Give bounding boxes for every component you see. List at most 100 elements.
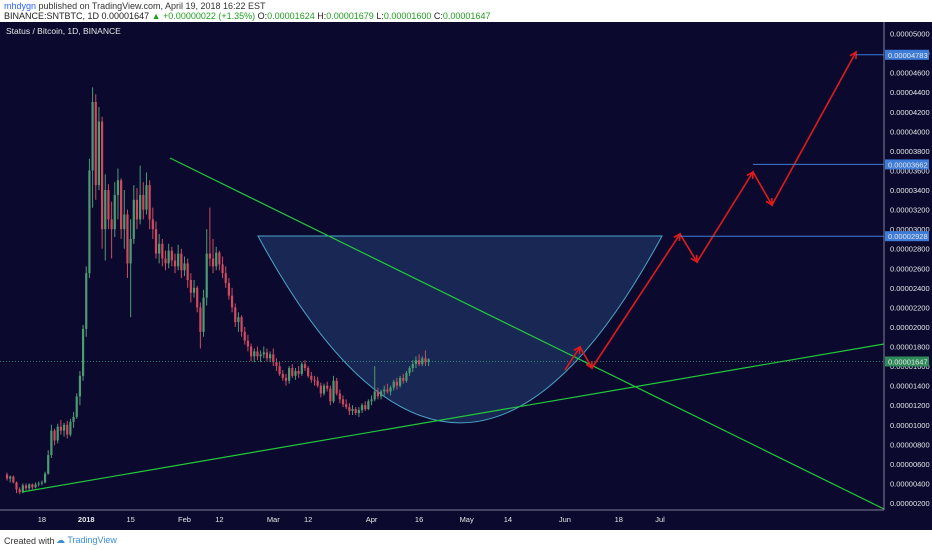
candle-body <box>300 364 303 374</box>
candle-body <box>177 253 180 267</box>
candle-body <box>145 185 148 210</box>
candle-body <box>269 354 272 359</box>
price-chart[interactable]: 0.000050000.000048000.000046000.00004400… <box>0 22 932 530</box>
candle-body <box>354 409 357 414</box>
price-tick-label: 0.00000400 <box>890 479 930 488</box>
author-link[interactable]: mhdygn <box>4 1 37 11</box>
cup-shape <box>257 235 663 424</box>
descending-trendline <box>169 157 885 510</box>
candle-body <box>186 263 189 281</box>
level-price-tag <box>885 49 929 60</box>
candle-body <box>411 364 414 369</box>
candle-body <box>66 424 69 435</box>
candle-body <box>379 391 383 397</box>
candle-body <box>164 258 167 264</box>
candle-body <box>348 407 351 412</box>
time-tick-label: 14 <box>504 515 512 524</box>
candle-body <box>88 170 91 274</box>
price-tick-label: 0.00001200 <box>890 401 930 410</box>
symbol-label: BINANCE:SNTBTC, 1D <box>4 11 100 21</box>
candle-body <box>402 377 405 381</box>
candle-body <box>373 391 376 400</box>
level-price-tag <box>885 159 929 170</box>
candle-body <box>408 368 411 373</box>
candle-body <box>161 243 164 259</box>
last-price: 0.00001647 <box>101 11 150 21</box>
projection-arrowhead <box>849 50 857 60</box>
candle-body <box>120 180 123 230</box>
time-tick-label: 18 <box>38 515 46 524</box>
candle-body <box>15 482 18 490</box>
time-axis[interactable]: 18 2018 15 Feb 12 Mar 12 Apr 16 May 14 Jun 18 Jul <box>38 515 665 524</box>
candle-body <box>142 194 145 210</box>
candle-body <box>59 426 62 431</box>
price-tick-label: 0.00003000 <box>890 225 930 234</box>
candle-body <box>101 121 104 230</box>
candle-body <box>234 307 237 323</box>
price-tick-label: 0.00000600 <box>890 460 930 469</box>
candle-body <box>205 253 208 298</box>
close-label: C: <box>433 11 443 21</box>
candles <box>5 87 430 495</box>
candle-body <box>18 489 21 493</box>
cup-pattern <box>257 235 663 424</box>
candle-body <box>85 273 88 329</box>
price-tick-label: 0.00002000 <box>890 323 930 332</box>
candle-body <box>113 194 116 230</box>
candle-body <box>288 368 291 381</box>
cloud-icon: ☁ <box>56 535 65 545</box>
candle-body <box>97 121 101 186</box>
candle-body <box>180 253 183 271</box>
candle-body <box>291 368 294 376</box>
candle-body <box>386 389 389 392</box>
candle-body <box>421 358 424 365</box>
tradingview-logo[interactable]: ☁ TradingView <box>56 535 117 546</box>
candle-body <box>72 416 75 422</box>
price-axis[interactable]: 0.000050000.000048000.000046000.00004400… <box>890 30 930 508</box>
candle-body <box>303 364 307 369</box>
candle-body <box>418 360 421 365</box>
price-tick-label: 0.00002400 <box>890 284 930 293</box>
price-tick-label: 0.00004600 <box>890 69 930 78</box>
projection-arrowhead <box>585 360 593 370</box>
candle-body <box>332 380 335 402</box>
price-tick-label: 0.00002800 <box>890 245 930 254</box>
candle-body <box>253 351 256 357</box>
candle-body <box>224 273 227 283</box>
candle-body <box>246 340 250 347</box>
candle-body <box>389 387 392 392</box>
projection-path <box>564 51 857 371</box>
projection-arrowhead <box>673 232 681 242</box>
price-tick-label: 0.00001800 <box>890 343 930 352</box>
price-tick-label: 0.00003200 <box>890 206 930 215</box>
candle-body <box>310 375 313 380</box>
candle-body <box>281 373 284 378</box>
chart-area[interactable]: 0.000050000.000048000.000046000.00004400… <box>0 22 932 530</box>
candle-body <box>265 352 269 359</box>
candle-body <box>196 287 199 308</box>
high-value: 0.00001679 <box>326 11 374 21</box>
level-price-tag-label: 0.00002928 <box>888 232 928 241</box>
candle-body <box>24 485 28 489</box>
candle-body <box>199 307 202 332</box>
candle-body <box>262 352 265 355</box>
time-tick-label: 18 <box>615 515 623 524</box>
candle-body <box>151 219 154 230</box>
candle-body <box>256 351 259 357</box>
candle-body <box>338 393 341 400</box>
candle-body <box>272 354 275 363</box>
price-tick-label: 0.00000800 <box>890 440 930 449</box>
candle-body <box>53 430 56 441</box>
time-tick-label: Feb <box>178 515 191 524</box>
candle-body <box>37 483 40 485</box>
candle-body <box>240 317 243 332</box>
candle-body <box>326 385 329 389</box>
candle-body <box>5 474 9 479</box>
candle-body <box>34 484 37 488</box>
candle-body <box>158 243 161 254</box>
candle-body <box>218 252 221 265</box>
candle-body <box>221 264 224 274</box>
price-tick-label: 0.00003400 <box>890 186 930 195</box>
candle-body <box>427 359 430 363</box>
time-tick-label: 2018 <box>78 515 95 524</box>
